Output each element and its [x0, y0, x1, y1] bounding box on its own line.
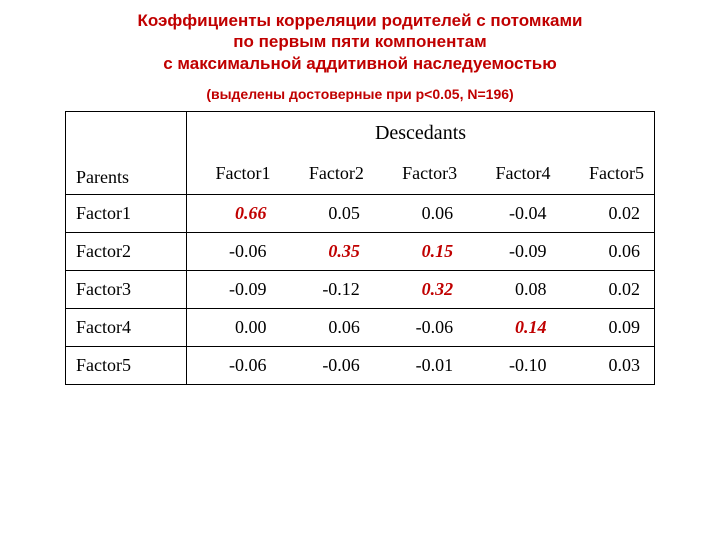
- table-row: Factor5-0.06-0.06-0.01-0.100.03: [66, 347, 655, 385]
- cell-value: 0.05: [280, 195, 373, 233]
- cell-value: 0.00: [187, 309, 281, 347]
- cell-value: 0.06: [280, 309, 373, 347]
- row-header: Factor4: [66, 309, 187, 347]
- cell-value: 0.32: [374, 271, 467, 309]
- cell-value: 0.09: [561, 309, 655, 347]
- correlation-table-wrap: Parents Descedants Factor1 Factor2 Facto…: [65, 111, 655, 385]
- header-row-1: Parents Descedants: [66, 112, 655, 156]
- title-line-2: по первым пяти компонентам: [0, 31, 720, 52]
- cell-value: 0.03: [561, 347, 655, 385]
- parents-header: Parents: [66, 112, 187, 195]
- correlation-table: Parents Descedants Factor1 Factor2 Facto…: [65, 111, 655, 385]
- cell-value: 0.35: [280, 233, 373, 271]
- cell-value: -0.01: [374, 347, 467, 385]
- descendants-header: Descedants: [187, 112, 655, 156]
- table-row: Factor40.000.06-0.060.140.09: [66, 309, 655, 347]
- cell-value: -0.12: [280, 271, 373, 309]
- cell-value: -0.06: [374, 309, 467, 347]
- col-header: Factor4: [467, 156, 560, 195]
- table-body: Factor10.660.050.06-0.040.02Factor2-0.06…: [66, 195, 655, 385]
- table-row: Factor2-0.060.350.15-0.090.06: [66, 233, 655, 271]
- title-line-3: с максимальной аддитивной наследуемостью: [0, 53, 720, 74]
- cell-value: 0.15: [374, 233, 467, 271]
- row-header: Factor2: [66, 233, 187, 271]
- table-row: Factor3-0.09-0.120.320.080.02: [66, 271, 655, 309]
- title-line-1: Коэффициенты корреляции родителей с пото…: [0, 10, 720, 31]
- row-header: Factor3: [66, 271, 187, 309]
- col-header: Factor3: [374, 156, 467, 195]
- cell-value: 0.02: [561, 271, 655, 309]
- cell-value: -0.10: [467, 347, 560, 385]
- cell-value: 0.14: [467, 309, 560, 347]
- col-header: Factor2: [280, 156, 373, 195]
- cell-value: 0.08: [467, 271, 560, 309]
- row-header: Factor1: [66, 195, 187, 233]
- title-block: Коэффициенты корреляции родителей с пото…: [0, 0, 720, 103]
- row-header: Factor5: [66, 347, 187, 385]
- cell-value: 0.06: [374, 195, 467, 233]
- title-subtitle: (выделены достоверные при p<0.05, N=196): [0, 86, 720, 104]
- cell-value: -0.09: [187, 271, 281, 309]
- cell-value: -0.04: [467, 195, 560, 233]
- cell-value: 0.66: [187, 195, 281, 233]
- cell-value: -0.06: [280, 347, 373, 385]
- cell-value: 0.06: [561, 233, 655, 271]
- cell-value: -0.06: [187, 347, 281, 385]
- cell-value: -0.06: [187, 233, 281, 271]
- col-header: Factor1: [187, 156, 281, 195]
- cell-value: -0.09: [467, 233, 560, 271]
- col-header: Factor5: [561, 156, 655, 195]
- table-row: Factor10.660.050.06-0.040.02: [66, 195, 655, 233]
- cell-value: 0.02: [561, 195, 655, 233]
